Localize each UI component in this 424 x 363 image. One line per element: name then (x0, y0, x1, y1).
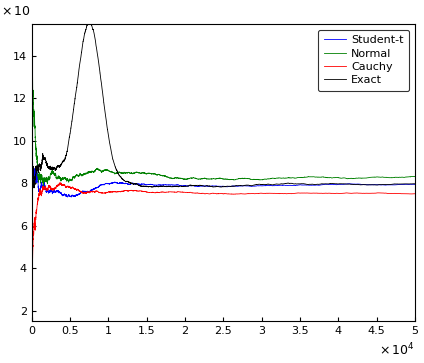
Line: Cauchy: Cauchy (32, 183, 415, 269)
Cauchy (386, 191, 391, 196)
Student-t (168, 183, 173, 187)
Student-t (315, 183, 321, 187)
Normal (29, 32, 34, 36)
Cauchy (315, 191, 321, 195)
Normal (41, 184, 46, 188)
Student-t (413, 182, 418, 187)
Student-t (69, 195, 74, 199)
Exact (31, 186, 36, 190)
Legend: Student-t, Normal, Cauchy, Exact: Student-t, Normal, Cauchy, Exact (318, 30, 410, 91)
Exact (372, 183, 377, 187)
Cauchy (54, 185, 59, 189)
Cauchy (168, 189, 173, 194)
Cauchy (372, 191, 377, 195)
Student-t (32, 167, 37, 171)
Cauchy (57, 180, 62, 185)
Cauchy (321, 191, 326, 196)
Exact (321, 182, 326, 186)
Normal (321, 175, 326, 179)
Normal (54, 176, 59, 181)
Exact (413, 182, 418, 186)
Line: Student-t: Student-t (32, 169, 415, 197)
Text: $\times\,10^{4}$: $\times\,10^{4}$ (379, 342, 415, 359)
Student-t (372, 183, 377, 187)
Exact (29, 150, 34, 155)
Normal (168, 176, 173, 180)
Exact (54, 167, 59, 171)
Exact (315, 182, 321, 186)
Text: $\times\,10$: $\times\,10$ (1, 5, 31, 18)
Student-t (29, 184, 34, 188)
Exact (87, 20, 92, 25)
Line: Normal: Normal (32, 34, 415, 186)
Line: Exact: Exact (32, 23, 415, 188)
Normal (372, 175, 377, 179)
Normal (315, 175, 321, 179)
Student-t (386, 183, 391, 187)
Cauchy (413, 192, 418, 196)
Student-t (321, 182, 326, 187)
Exact (386, 182, 391, 187)
Normal (386, 176, 391, 180)
Student-t (54, 189, 59, 193)
Cauchy (29, 267, 34, 272)
Exact (168, 184, 173, 189)
Normal (413, 174, 418, 179)
